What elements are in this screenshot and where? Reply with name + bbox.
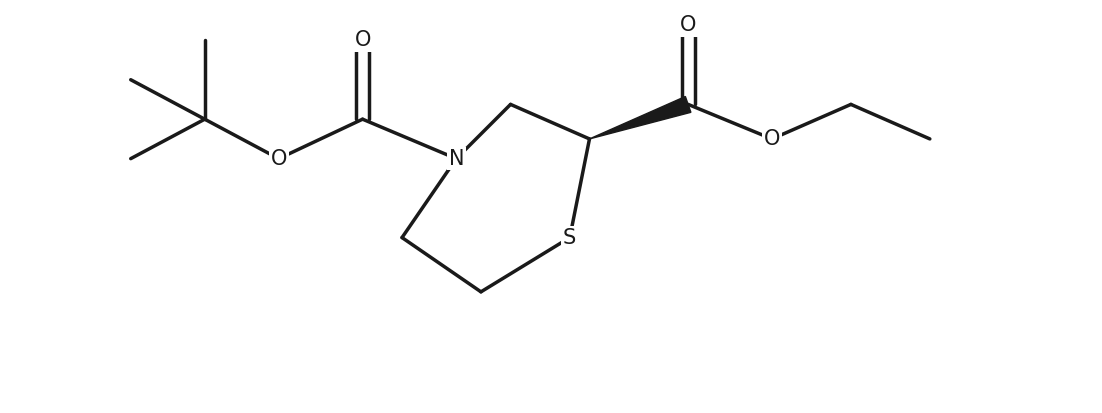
Text: O: O (270, 149, 287, 169)
Text: N: N (449, 149, 464, 169)
Text: O: O (764, 129, 780, 149)
Polygon shape (590, 97, 691, 139)
Text: O: O (355, 30, 370, 50)
Text: O: O (680, 15, 696, 36)
Text: S: S (563, 228, 576, 247)
